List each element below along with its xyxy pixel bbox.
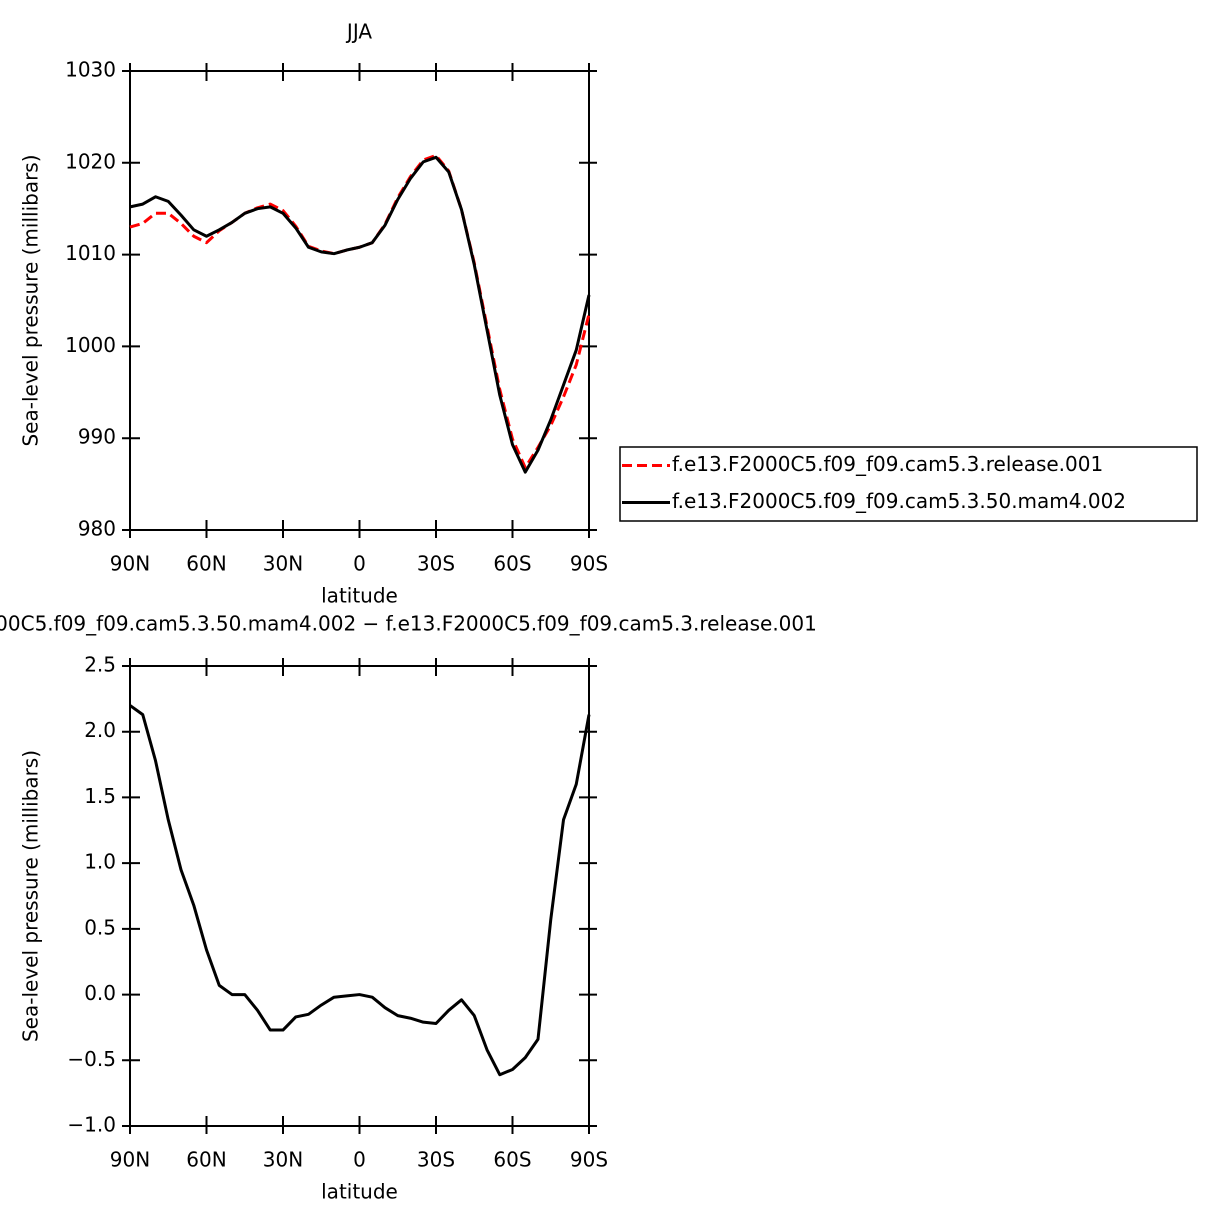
chart-title: f.e13.F2000C5.f09_f09.cam5.3.50.mam4.002…: [0, 612, 817, 636]
y-tick-label: 2.5: [84, 653, 116, 677]
series-line: [129, 153, 591, 470]
y-tick-label: 1.0: [84, 850, 116, 874]
y-tick-label: 1010: [65, 241, 116, 265]
y-tick-label: 1.5: [84, 784, 116, 808]
y-tick-label: 1000: [65, 333, 116, 357]
x-tick-label: 60N: [186, 1148, 226, 1172]
x-tick-label: 60S: [493, 552, 531, 576]
legend-box: [619, 446, 1198, 522]
y-tick-label: 0.5: [84, 915, 116, 939]
x-tick-label: 30S: [417, 552, 455, 576]
y-tick-label: 0.0: [84, 981, 116, 1005]
x-tick-label: 30N: [263, 1148, 303, 1172]
y-tick-label: 980: [78, 517, 116, 541]
x-tick-label: 0: [353, 552, 366, 576]
x-tick-label: 60S: [493, 1148, 531, 1172]
y-tick-label: −0.5: [67, 1047, 116, 1071]
x-tick-label: 0: [353, 1148, 366, 1172]
chart-title: JJA: [345, 20, 372, 44]
x-tick-label: 90N: [110, 1148, 150, 1172]
x-tick-label: 90S: [570, 552, 608, 576]
x-axis-label: latitude: [321, 1180, 398, 1204]
x-tick-label: 90S: [570, 1148, 608, 1172]
y-axis-label: Sea-level pressure (millibars): [19, 154, 43, 446]
x-tick-label: 30N: [263, 552, 303, 576]
y-tick-label: 2.0: [84, 718, 116, 742]
legend-label: f.e13.F2000C5.f09_f09.cam5.3.50.mam4.002: [672, 489, 1126, 513]
plot-frame: [129, 665, 590, 1127]
x-tick-label: 60N: [186, 552, 226, 576]
series-line: [129, 155, 591, 474]
y-axis-label: Sea-level pressure (millibars): [19, 750, 43, 1042]
y-tick-label: 1030: [65, 58, 116, 82]
y-tick-label: −1.0: [67, 1113, 116, 1137]
x-tick-label: 30S: [417, 1148, 455, 1172]
y-tick-label: 990: [78, 425, 116, 449]
x-axis-label: latitude: [321, 584, 398, 608]
x-tick-label: 90N: [110, 552, 150, 576]
legend-label: f.e13.F2000C5.f09_f09.cam5.3.release.001: [672, 452, 1103, 476]
series-line: [129, 704, 591, 1077]
y-tick-label: 1020: [65, 149, 116, 173]
